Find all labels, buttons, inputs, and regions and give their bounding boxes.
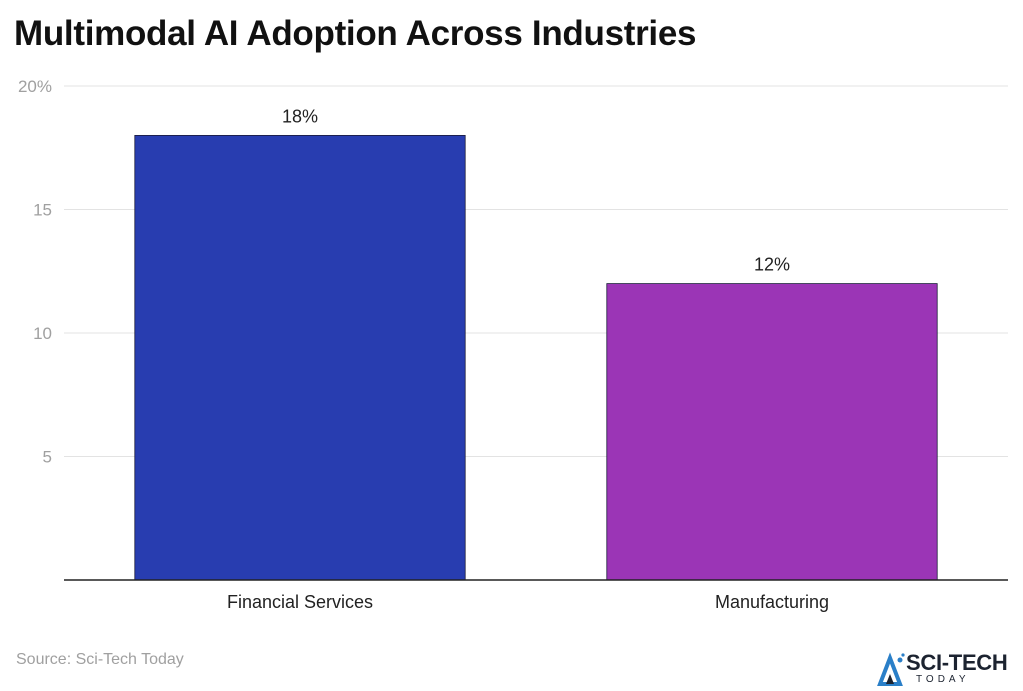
logo-mark-icon (877, 652, 905, 686)
bar (134, 134, 466, 581)
chart-title: Multimodal AI Adoption Across Industries (14, 14, 697, 53)
y-tick-label: 5 (43, 448, 52, 467)
y-tick-label: 15 (33, 201, 52, 220)
y-tick-label: 20% (18, 77, 52, 96)
bar-data-label: 12% (754, 255, 790, 275)
x-category-label: Financial Services (227, 592, 373, 612)
bar-data-label: 18% (282, 106, 318, 126)
logo-main-text: SCI-TECH (906, 650, 1008, 675)
sci-tech-today-logo: SCI-TECH TODAY (876, 650, 1020, 686)
source-note: Source: Sci-Tech Today (16, 651, 184, 668)
bar (606, 283, 938, 581)
x-category-label: Manufacturing (715, 592, 829, 612)
y-tick-label: 10 (33, 324, 52, 343)
logo-sub-text: TODAY (916, 674, 970, 685)
